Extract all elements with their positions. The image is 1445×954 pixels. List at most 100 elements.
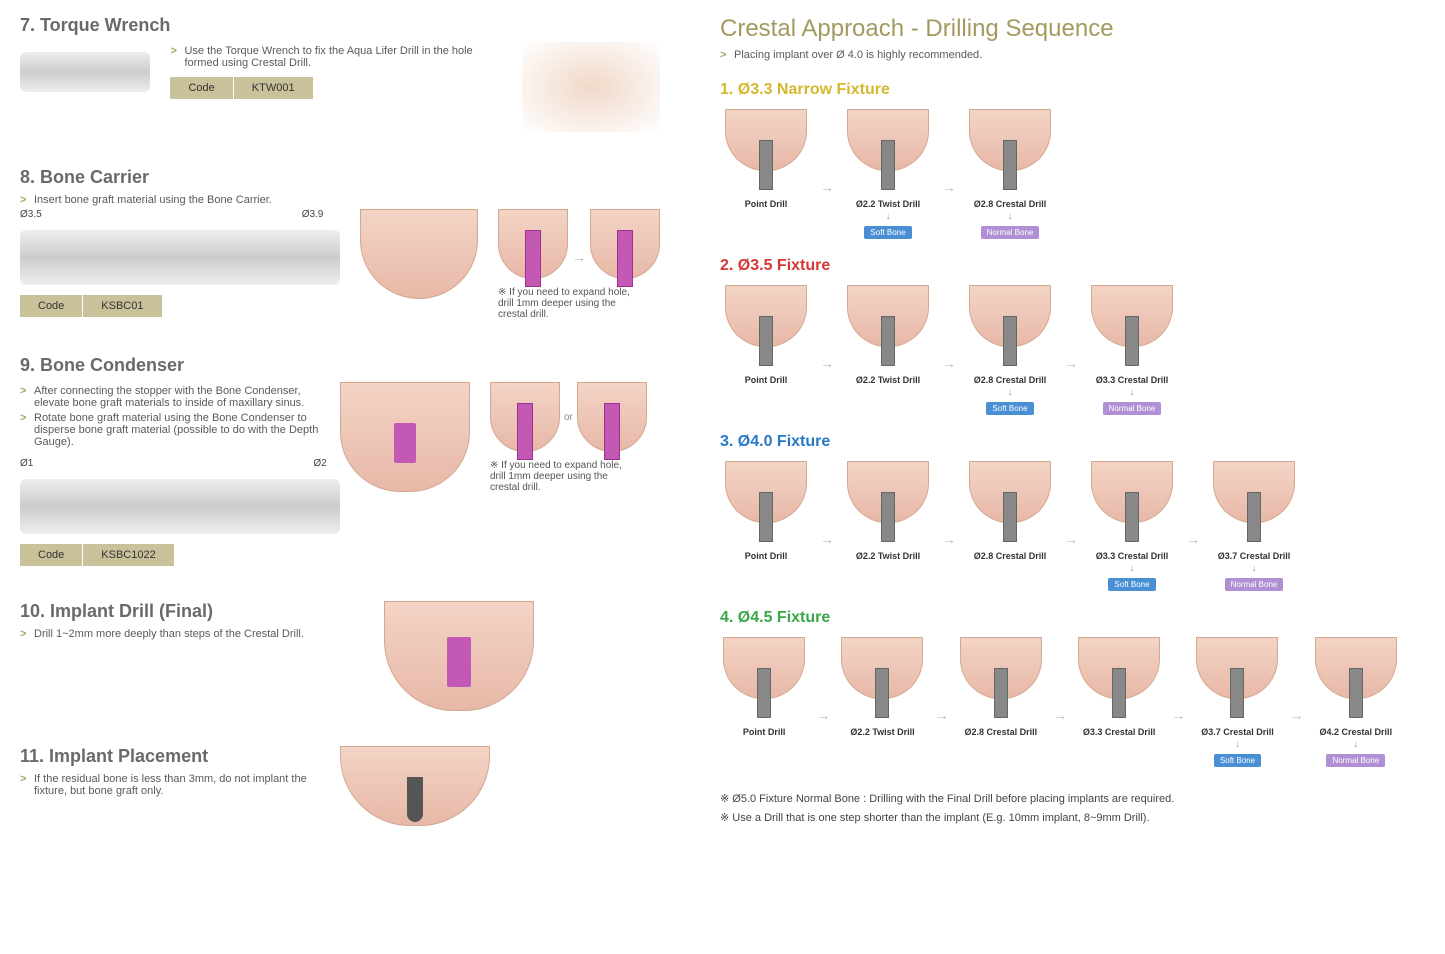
dimension: Ø3.9 xyxy=(302,209,324,220)
code-label: Code xyxy=(170,77,233,99)
section-bone-condenser: 9. Bone Condenser After connecting the s… xyxy=(20,355,660,566)
tip-text: If you need to expand hole, drill 1mm de… xyxy=(490,460,630,493)
arrow-icon: → xyxy=(942,179,956,195)
drill-step: Ø3.7 Crestal Drill↓Normal Bone xyxy=(1208,461,1300,591)
drill-step: Ø2.8 Crestal Drill xyxy=(964,461,1056,561)
instruction: Drill 1~2mm more deeply than steps of th… xyxy=(20,628,304,640)
drill-step: Ø2.2 Twist Drill ↓ Soft Bone xyxy=(842,109,934,239)
drill-label: Ø2.8 Crestal Drill xyxy=(974,199,1047,209)
drill-label: Ø2.8 Crestal Drill xyxy=(965,727,1038,737)
fixture-2: 2. Ø3.5 Fixture Point Drill → Ø2.2 Twist D… xyxy=(720,257,1400,415)
section-title: 11. Implant Placement xyxy=(20,746,320,767)
arrow-icon: → xyxy=(820,531,834,547)
fixture-title: 2. Ø3.5 Fixture xyxy=(720,257,1400,275)
drill-label: Ø2.8 Crestal Drill xyxy=(974,551,1047,561)
drill-step: Ø2.2 Twist Drill xyxy=(842,461,934,561)
bone-type-tag: Soft Bone xyxy=(864,226,911,239)
footnote: Use a Drill that is one step shorter tha… xyxy=(720,811,1400,824)
anatomy-illustration xyxy=(360,209,478,299)
arrow-down-icon: ↓ xyxy=(1008,387,1013,398)
arrow-icon: → xyxy=(1171,707,1185,723)
arrow-icon: → xyxy=(816,707,830,723)
drill-label: Ø3.3 Crestal Drill xyxy=(1096,551,1169,561)
arrow-down-icon: ↓ xyxy=(1235,739,1240,750)
anatomy-illustration xyxy=(384,601,534,711)
fixture-4: 4. Ø4.5 Fixture Point Drill → Ø2.2 Twist D… xyxy=(720,609,1400,767)
anatomy-illustration xyxy=(340,746,490,826)
drill-step: Ø2.8 Crestal Drill xyxy=(957,637,1045,737)
section-bone-carrier: 8. Bone Carrier Insert bone graft materi… xyxy=(20,167,660,320)
drill-label: Ø3.3 Crestal Drill xyxy=(1096,375,1169,385)
fixture-title: 4. Ø4.5 Fixture xyxy=(720,609,1400,627)
code-value: KSBC01 xyxy=(83,295,162,317)
drill-step: Point Drill xyxy=(720,285,812,385)
arrow-down-icon: ↓ xyxy=(1353,739,1358,750)
section-title: 8. Bone Carrier xyxy=(20,167,660,188)
drill-diagram xyxy=(725,285,807,347)
arrow-down-icon: ↓ xyxy=(1252,563,1257,574)
page-title: Crestal Approach - Drilling Sequence xyxy=(720,15,1400,43)
bone-type-tag: Normal Bone xyxy=(1103,402,1162,415)
section-title: 9. Bone Condenser xyxy=(20,355,660,376)
drill-diagram xyxy=(1315,637,1397,699)
fixture-title: 3. Ø4.0 Fixture xyxy=(720,433,1400,451)
arrow-icon: → xyxy=(1064,355,1078,371)
arrow-down-icon: ↓ xyxy=(1008,211,1013,222)
drill-step: Ø3.3 Crestal Drill xyxy=(1075,637,1163,737)
drill-step: Point Drill xyxy=(720,109,812,209)
tool-illustration xyxy=(20,52,150,92)
drill-step: Point Drill xyxy=(720,461,812,561)
dimension: Ø1 xyxy=(20,458,33,469)
drill-diagram xyxy=(1213,461,1295,523)
recommendation: Placing implant over Ø 4.0 is highly rec… xyxy=(720,49,1400,61)
code-label: Code xyxy=(20,544,83,566)
instruction: Rotate bone graft material using the Bon… xyxy=(20,412,320,448)
drill-diagram xyxy=(847,109,929,171)
drill-label: Ø2.2 Twist Drill xyxy=(850,727,914,737)
drill-label: Point Drill xyxy=(745,199,788,209)
instruction: If the residual bone is less than 3mm, d… xyxy=(20,773,320,797)
drill-diagram xyxy=(969,461,1051,523)
drill-diagram xyxy=(498,209,568,279)
tool-illustration xyxy=(20,230,340,285)
drill-diagram xyxy=(847,461,929,523)
drill-diagram xyxy=(723,637,805,699)
drill-label: Ø2.8 Crestal Drill xyxy=(974,375,1047,385)
arrow-icon: → xyxy=(1064,531,1078,547)
arrow-icon: → xyxy=(1053,707,1067,723)
drill-step: Ø3.3 Crestal Drill↓Soft Bone xyxy=(1086,461,1178,591)
drill-label: Point Drill xyxy=(745,375,788,385)
section-implant-drill: 10. Implant Drill (Final) Drill 1~2mm mo… xyxy=(20,601,660,711)
arrow-icon: → xyxy=(1186,531,1200,547)
tool-illustration xyxy=(20,479,340,534)
dimension: Ø3.5 xyxy=(20,209,42,220)
arrow-down-icon: ↓ xyxy=(886,211,891,222)
drill-step: Point Drill xyxy=(720,637,808,737)
drill-diagram xyxy=(725,109,807,171)
arrow-down-icon: ↓ xyxy=(1130,387,1135,398)
drill-diagram xyxy=(1091,285,1173,347)
drill-diagram xyxy=(969,285,1051,347)
section-implant-placement: 11. Implant Placement If the residual bo… xyxy=(20,746,660,826)
drill-label: Ø4.2 Crestal Drill xyxy=(1320,727,1393,737)
arrow-icon: → xyxy=(820,179,834,195)
bone-type-tag: Soft Bone xyxy=(986,402,1033,415)
drill-label: Ø2.2 Twist Drill xyxy=(856,199,920,209)
drill-diagram xyxy=(577,382,647,452)
bone-type-tag: Normal Bone xyxy=(981,226,1040,239)
drill-step: Ø2.8 Crestal Drill ↓ Normal Bone xyxy=(964,109,1056,239)
fixture-1: 1. Ø3.3 Narrow Fixture Point Drill→Ø2.2 … xyxy=(720,81,1400,239)
arrow-icon: → xyxy=(572,249,586,265)
arrow-icon: → xyxy=(820,355,834,371)
drill-diagram xyxy=(969,109,1051,171)
drill-label: Ø3.7 Crestal Drill xyxy=(1201,727,1274,737)
drill-label: Ø2.2 Twist Drill xyxy=(856,375,920,385)
drill-diagram xyxy=(725,461,807,523)
or-label: or xyxy=(564,412,573,423)
drill-diagram xyxy=(490,382,560,452)
code-table: Code KSBC1022 xyxy=(20,544,320,566)
instruction: After connecting the stopper with the Bo… xyxy=(20,385,320,409)
drill-step: Ø4.2 Crestal Drill ↓ Normal Bone xyxy=(1312,637,1400,767)
bone-type-tag: Normal Bone xyxy=(1326,754,1385,767)
bone-type-tag: Normal Bone xyxy=(1225,578,1284,591)
